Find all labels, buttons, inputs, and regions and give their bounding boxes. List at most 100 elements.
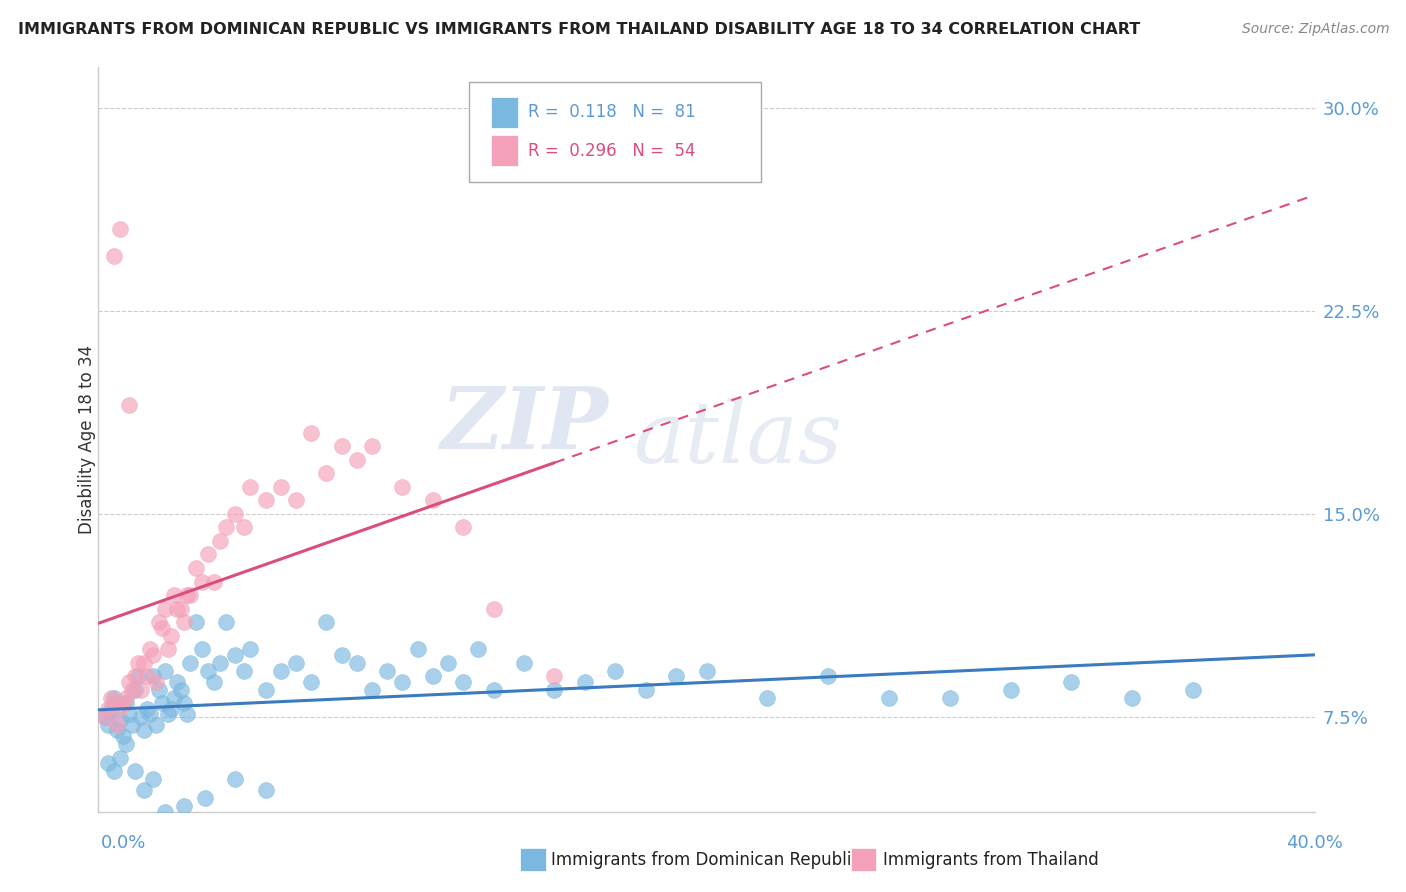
Point [233,520,256,534]
Point [215,615,238,629]
Point [299,674,322,689]
Point [148,615,170,629]
Point [118,399,141,413]
FancyBboxPatch shape [470,82,761,182]
Point [696,664,718,678]
Point [215,520,238,534]
Point [103,250,125,264]
Point [108,702,131,716]
Point [108,750,131,764]
Point [127,656,149,670]
Point [96,756,118,770]
Point [191,642,214,657]
Point [142,772,165,787]
Point [543,682,565,697]
Point [346,656,368,670]
Point [270,664,292,678]
Point [453,520,475,534]
Point [129,710,152,724]
Point [155,601,177,615]
Point [103,764,125,778]
Point [437,656,460,670]
Point [176,588,198,602]
Point [132,783,155,797]
Point [169,601,191,615]
Point [176,707,198,722]
Point [103,690,125,705]
Point [254,783,277,797]
Point [163,588,186,602]
Text: R =  0.296   N =  54: R = 0.296 N = 54 [527,142,695,160]
Text: ZIP: ZIP [441,383,609,467]
Point [184,561,207,575]
Point [330,648,353,662]
Point [114,690,136,705]
Point [160,629,183,643]
Point [145,674,167,689]
Point [118,707,141,722]
Point [124,669,146,683]
Point [105,718,128,732]
Point [142,648,165,662]
Point [756,690,779,705]
Point [285,493,308,508]
Point [173,615,195,629]
Point [634,682,657,697]
Point [121,682,143,697]
Point [197,548,219,562]
Point [422,669,444,683]
Text: Immigrants from Thailand: Immigrants from Thailand [883,851,1098,869]
Point [270,480,292,494]
Point [233,664,256,678]
Point [209,533,232,548]
Point [129,682,152,697]
Point [877,690,900,705]
Y-axis label: Disability Age 18 to 34: Disability Age 18 to 34 [79,344,96,534]
Point [224,648,246,662]
Point [108,222,131,236]
Point [254,682,277,697]
Text: atlas: atlas [634,398,842,481]
Point [111,729,134,743]
Point [148,682,170,697]
Point [173,697,195,711]
Bar [491,96,517,128]
Bar [491,135,517,166]
Point [150,621,173,635]
Point [93,710,115,724]
Point [179,656,201,670]
Point [184,615,207,629]
Point [361,682,384,697]
Point [166,601,188,615]
Text: IMMIGRANTS FROM DOMINICAN REPUBLIC VS IMMIGRANTS FROM THAILAND DISABILITY AGE 18: IMMIGRANTS FROM DOMINICAN REPUBLIC VS IM… [18,22,1140,37]
Point [1121,690,1143,705]
Point [103,697,125,711]
Point [124,682,146,697]
Point [254,493,277,508]
Point [209,656,232,670]
Point [179,588,201,602]
Point [543,669,565,683]
Point [453,674,475,689]
Point [346,452,368,467]
Point [202,574,225,589]
Point [665,669,688,683]
Point [96,718,118,732]
Point [315,466,337,480]
Point [118,674,141,689]
Point [194,791,217,805]
Point [817,669,839,683]
Point [574,674,596,689]
Point [422,493,444,508]
Point [136,669,159,683]
Text: R =  0.118   N =  81: R = 0.118 N = 81 [527,103,696,121]
Text: 40.0%: 40.0% [1286,834,1343,852]
Point [155,664,177,678]
Point [100,702,122,716]
Point [1182,682,1205,697]
Point [482,682,505,697]
Point [197,664,219,678]
Point [191,574,214,589]
Point [239,642,262,657]
Point [1000,682,1022,697]
